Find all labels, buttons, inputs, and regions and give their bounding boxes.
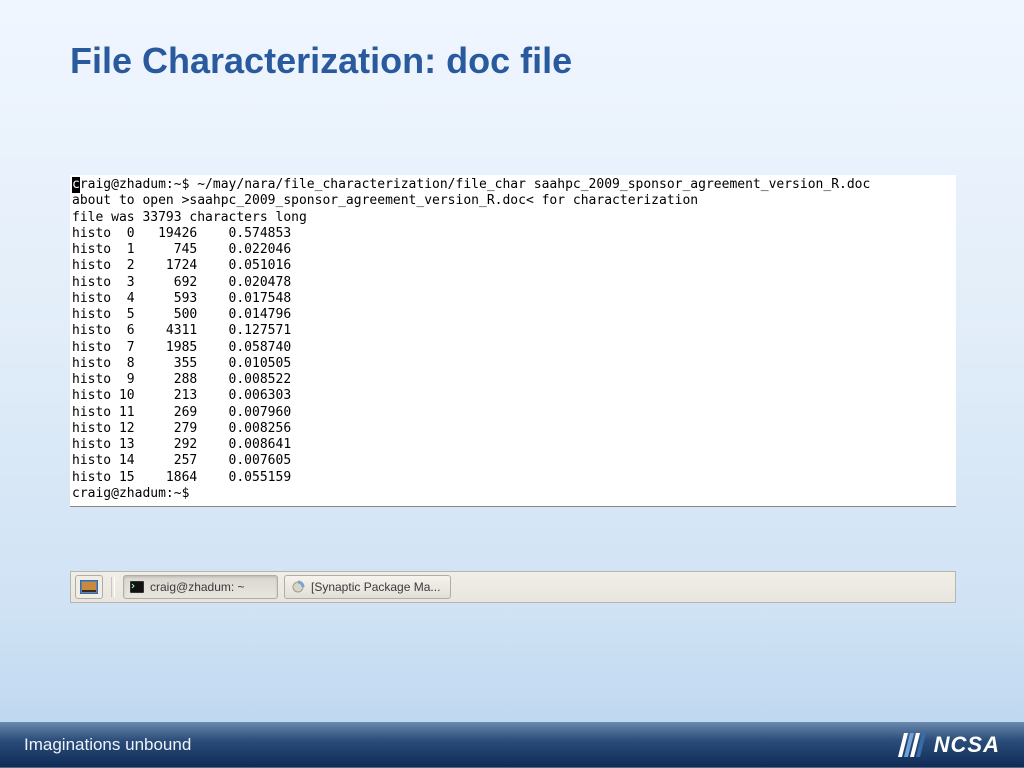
show-desktop-button[interactable] <box>75 575 103 599</box>
taskbar: craig@zhadum: ~ [Synaptic Package Ma... <box>70 571 956 603</box>
slide-title: File Characterization: doc file <box>70 40 572 82</box>
taskbar-item-label: craig@zhadum: ~ <box>150 580 245 594</box>
taskbar-item-synaptic[interactable]: [Synaptic Package Ma... <box>284 575 451 599</box>
taskbar-separator <box>111 577 115 597</box>
ncsa-logo-text: NCSA <box>934 732 1000 758</box>
desktop-icon <box>80 580 98 594</box>
package-icon <box>291 580 305 594</box>
ncsa-logo-icon <box>898 733 928 757</box>
taskbar-item-label: [Synaptic Package Ma... <box>311 580 440 594</box>
footer-tagline: Imaginations unbound <box>24 735 191 755</box>
taskbar-item-terminal[interactable]: craig@zhadum: ~ <box>123 575 278 599</box>
ncsa-logo: NCSA <box>898 732 1000 758</box>
terminal-cursor: c <box>72 177 80 193</box>
terminal-window[interactable]: craig@zhadum:~$ ~/may/nara/file_characte… <box>70 175 956 507</box>
terminal-icon <box>130 580 144 594</box>
histo-rows: histo 0 19426 0.574853 histo 1 745 0.022… <box>72 226 291 485</box>
slide-footer: Imaginations unbound NCSA <box>0 722 1024 768</box>
terminal-output: craig@zhadum:~$ ~/may/nara/file_characte… <box>70 175 956 506</box>
